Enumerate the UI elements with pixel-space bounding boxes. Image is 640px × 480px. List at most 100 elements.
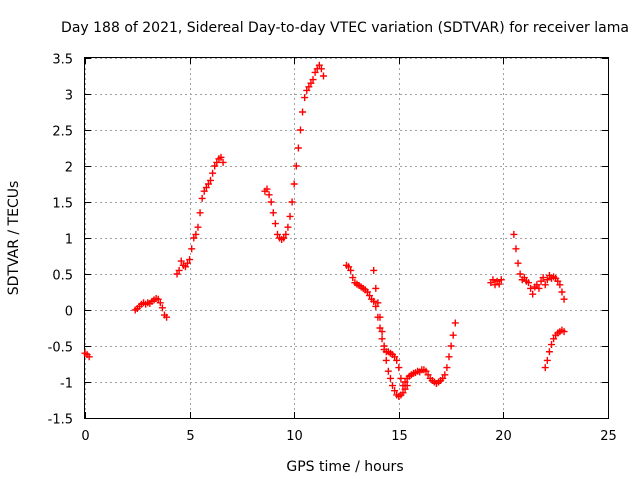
data-point [299,108,307,116]
y-tick-label: 1.5 [52,197,73,212]
x-tick-label: 0 [81,429,89,444]
data-point [535,284,543,292]
data-point [510,230,518,238]
y-tick-label: -0.5 [48,341,73,356]
data-point [184,259,192,267]
data-point [286,212,294,220]
data-point [550,335,558,343]
y-tick-label: 3 [65,89,73,104]
data-point [445,353,453,361]
data-point [380,342,388,350]
data-point [271,220,279,228]
data-point [190,234,198,242]
data-point [548,341,556,349]
data-point [154,295,162,303]
data-point [194,223,202,231]
data-point [202,184,210,192]
data-point [558,288,566,296]
data-point [296,126,304,134]
data-point [543,356,551,364]
data-point [192,230,200,238]
data-point [451,319,459,327]
data-point [537,277,545,285]
data-point [541,281,549,289]
data-point [269,209,277,217]
data-point [495,280,503,288]
data-point [370,297,378,305]
data-point [447,342,455,350]
data-point [391,387,399,395]
series-arc7 [487,276,505,289]
y-tick-label: 2 [65,161,73,176]
data-point [376,313,384,321]
data-point [516,270,524,278]
y-tick-label: 0.5 [52,269,73,284]
x-tick-label: 10 [286,429,303,444]
data-point [403,382,411,390]
data-point [163,313,171,321]
x-tick-label: 25 [600,429,617,444]
data-point [292,162,300,170]
x-tick-label: 20 [495,429,512,444]
data-point [267,198,275,206]
data-point [422,367,430,375]
x-axis-label: GPS time / hours [286,459,403,475]
data-point [85,353,93,361]
series-arc4 [261,61,327,243]
data-point [497,276,505,284]
data-point [374,299,382,307]
y-tick-label: 3.5 [52,53,73,68]
data-point [391,353,399,361]
data-point [363,288,371,296]
data-point [372,302,380,310]
data-point [533,281,541,289]
series-arc2 [131,294,171,321]
data-point [265,191,273,199]
data-point [378,335,386,343]
data-point [196,209,204,217]
data-point [376,324,384,332]
series-arc9 [541,326,568,372]
x-tick-label: 5 [186,429,194,444]
data-point [188,245,196,253]
y-tick-label: -1.5 [48,413,73,428]
y-tick-label: 2.5 [52,125,73,140]
data-point [290,180,298,188]
data-point [545,348,553,356]
data-point [378,328,386,336]
series-arc8 [510,230,568,303]
data-point [439,374,447,382]
data-point [529,290,537,298]
data-point [560,328,568,336]
data-point [514,259,522,267]
data-point [386,374,394,382]
data-point [315,61,323,69]
plot-frame [84,57,609,419]
y-axis-label: SDTVAR / TECUs [6,181,22,296]
data-point [491,281,499,289]
data-point [527,284,535,292]
data-point [489,276,497,284]
data-point [560,295,568,303]
data-point [382,356,390,364]
data-point [198,194,206,202]
data-point [370,266,378,274]
y-tick-label: 0 [65,305,73,320]
data-point [309,76,317,84]
data-point [280,234,288,242]
data-point [173,270,181,278]
series-arc5 [343,261,459,390]
grid [85,58,609,419]
data-point [441,371,449,379]
data-point [349,274,357,282]
data-point [319,72,327,80]
data-point [525,279,533,287]
data-point [372,284,380,292]
data-point [305,83,313,91]
data-point [556,281,564,289]
data-point [543,276,551,284]
chart-title: Day 188 of 2021, Sidereal Day-to-day VTE… [61,20,629,36]
data-point [512,245,520,253]
data-point [217,153,225,161]
data-point [395,364,403,372]
